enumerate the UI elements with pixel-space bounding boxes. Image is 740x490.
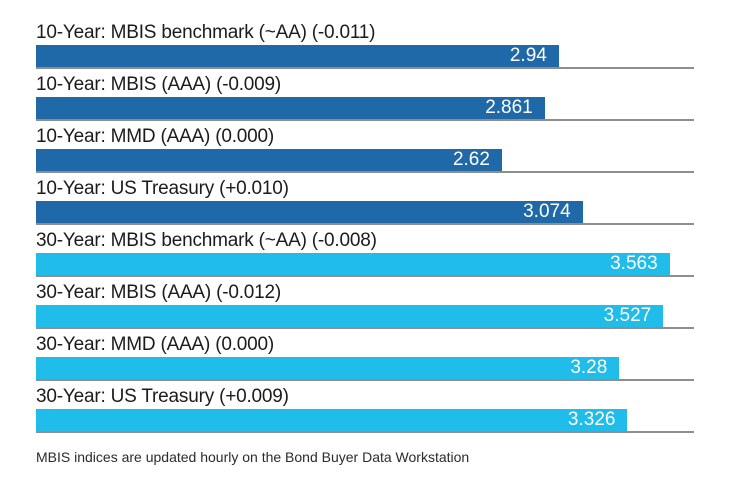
bar-row: 30-Year: MBIS benchmark (~AA) (-0.008) 3… (36, 228, 694, 277)
bar-label: 10-Year: MMD (AAA) (0.000) (36, 126, 275, 147)
bar-label: 10-Year: US Treasury (+0.010) (36, 178, 289, 199)
bar-value-label: 3.28 (570, 357, 608, 378)
bar-row: 10-Year: MBIS benchmark (~AA) (-0.011) 2… (36, 20, 694, 69)
bar-value-label: 3.326 (567, 409, 616, 430)
bar-track: 3.563 (36, 253, 694, 277)
bar-row: 30-Year: US Treasury (+0.009) 3.326 (36, 384, 694, 433)
yield-bar-chart: 10-Year: MBIS benchmark (~AA) (-0.011) 2… (36, 20, 694, 466)
bar-row: 30-Year: MMD (AAA) (0.000) 3.28 (36, 332, 694, 381)
bar-track: 3.28 (36, 357, 694, 381)
bar-value-label: 3.527 (603, 305, 652, 326)
bar-label: 30-Year: MBIS benchmark (~AA) (-0.008) (36, 230, 377, 251)
bar-track: 3.326 (36, 409, 694, 433)
bar-label: 30-Year: MMD (AAA) (0.000) (36, 334, 275, 355)
bar: 3.527 (36, 305, 664, 327)
bar-label: 30-Year: US Treasury (+0.009) (36, 386, 289, 407)
bar-value-label: 2.94 (509, 45, 547, 66)
bar-row: 10-Year: MMD (AAA) (0.000) 2.62 (36, 124, 694, 173)
bar-track: 2.62 (36, 149, 694, 173)
bar-track: 3.527 (36, 305, 694, 329)
bar: 3.563 (36, 253, 670, 275)
bar-value-label: 3.563 (610, 253, 658, 274)
bar-label: 10-Year: MBIS (AAA) (-0.009) (36, 74, 282, 95)
bar-track: 2.861 (36, 97, 694, 121)
bar: 3.074 (36, 201, 583, 223)
bar-row: 30-Year: MBIS (AAA) (-0.012) 3.527 (36, 280, 694, 329)
bar: 3.326 (36, 409, 628, 431)
bar-track: 2.94 (36, 45, 694, 69)
bar: 2.94 (36, 45, 559, 67)
bar-row: 10-Year: US Treasury (+0.010) 3.074 (36, 176, 694, 225)
bar-row: 10-Year: MBIS (AAA) (-0.009) 2.861 (36, 72, 694, 121)
bar-label: 10-Year: MBIS benchmark (~AA) (-0.011) (36, 22, 376, 43)
bar: 3.28 (36, 357, 620, 379)
bar-value-label: 2.861 (485, 97, 533, 118)
bar-track: 3.074 (36, 201, 694, 225)
bar-label: 30-Year: MBIS (AAA) (-0.012) (36, 282, 282, 303)
bar-value-label: 3.074 (523, 201, 571, 222)
bar-value-label: 2.62 (452, 149, 490, 170)
bar: 2.62 (36, 149, 502, 171)
chart-footnote: MBIS indices are updated hourly on the B… (36, 449, 470, 465)
bar: 2.861 (36, 97, 545, 119)
